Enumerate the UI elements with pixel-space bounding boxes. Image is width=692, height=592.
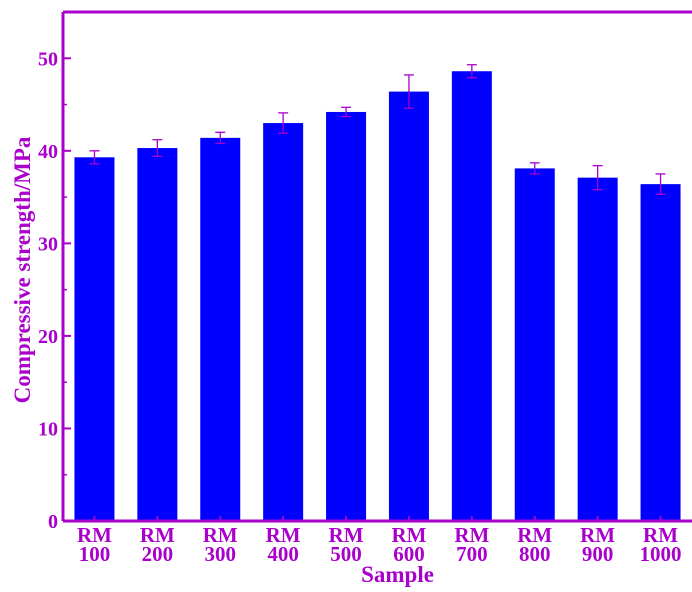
- bar-8: [514, 168, 555, 521]
- x-axis-title: Sample: [361, 562, 434, 587]
- bar-10: [640, 184, 681, 521]
- error-bar-6: [403, 74, 414, 109]
- error-bars-layer: [89, 64, 666, 195]
- y-axis-title: Compressive strength/MPa: [10, 136, 35, 403]
- x-tick-label-line2: 400: [267, 542, 299, 566]
- x-tick-label-line1: RM: [329, 523, 364, 547]
- y-tick-label: 0: [48, 511, 58, 533]
- y-tick-label: 20: [38, 326, 58, 348]
- bar-4: [263, 123, 304, 522]
- error-bar-7: [466, 64, 477, 79]
- y-tick-label: 40: [38, 141, 58, 163]
- x-tick-label-line1: RM: [203, 523, 238, 547]
- x-tick-label-line2: 200: [142, 542, 174, 566]
- bar-3: [200, 137, 241, 521]
- bar-6: [388, 91, 429, 522]
- x-tick-label-line1: RM: [517, 523, 552, 547]
- x-tick-label-line1: RM: [140, 523, 175, 547]
- y-tick-label: 50: [38, 48, 58, 70]
- error-bar-1: [89, 150, 100, 165]
- x-tick-label-line2: 500: [330, 542, 362, 566]
- error-bar-3: [215, 131, 226, 145]
- bars-layer: [74, 71, 681, 522]
- x-tick-label-line1: RM: [643, 523, 678, 547]
- x-tick-label-line2: 700: [456, 542, 488, 566]
- x-tick-label-line1: RM: [454, 523, 489, 547]
- y-tick-label: 30: [38, 233, 58, 255]
- x-tick-label-line2: 800: [519, 542, 551, 566]
- error-bar-8: [529, 162, 540, 175]
- error-bar-5: [341, 106, 352, 118]
- x-tick-label-line2: 1000: [640, 542, 682, 566]
- x-tick-label-line1: RM: [266, 523, 301, 547]
- x-tick-label-line1: RM: [580, 523, 615, 547]
- x-tick-label-line2: 900: [582, 542, 614, 566]
- x-tick-label-line2: 100: [79, 542, 111, 566]
- x-tick-label-line1: RM: [391, 523, 426, 547]
- bar-9: [577, 177, 618, 521]
- bar-1: [74, 157, 115, 521]
- error-bar-4: [278, 112, 289, 134]
- x-tick-label-line1: RM: [77, 523, 112, 547]
- error-bar-9: [592, 164, 603, 191]
- bar-7: [451, 71, 492, 521]
- x-tick-label-line2: 300: [205, 542, 237, 566]
- x-tick-label-line2: 600: [393, 542, 425, 566]
- error-bar-2: [152, 139, 163, 158]
- axes-layer: [61, 10, 692, 523]
- bar-2: [137, 148, 178, 522]
- y-tick-label: 10: [38, 418, 58, 440]
- labels-layer: Compressive strength/MPa Sample RM100RM2…: [10, 48, 682, 587]
- error-bar-10: [655, 173, 666, 195]
- bar-5: [326, 111, 367, 521]
